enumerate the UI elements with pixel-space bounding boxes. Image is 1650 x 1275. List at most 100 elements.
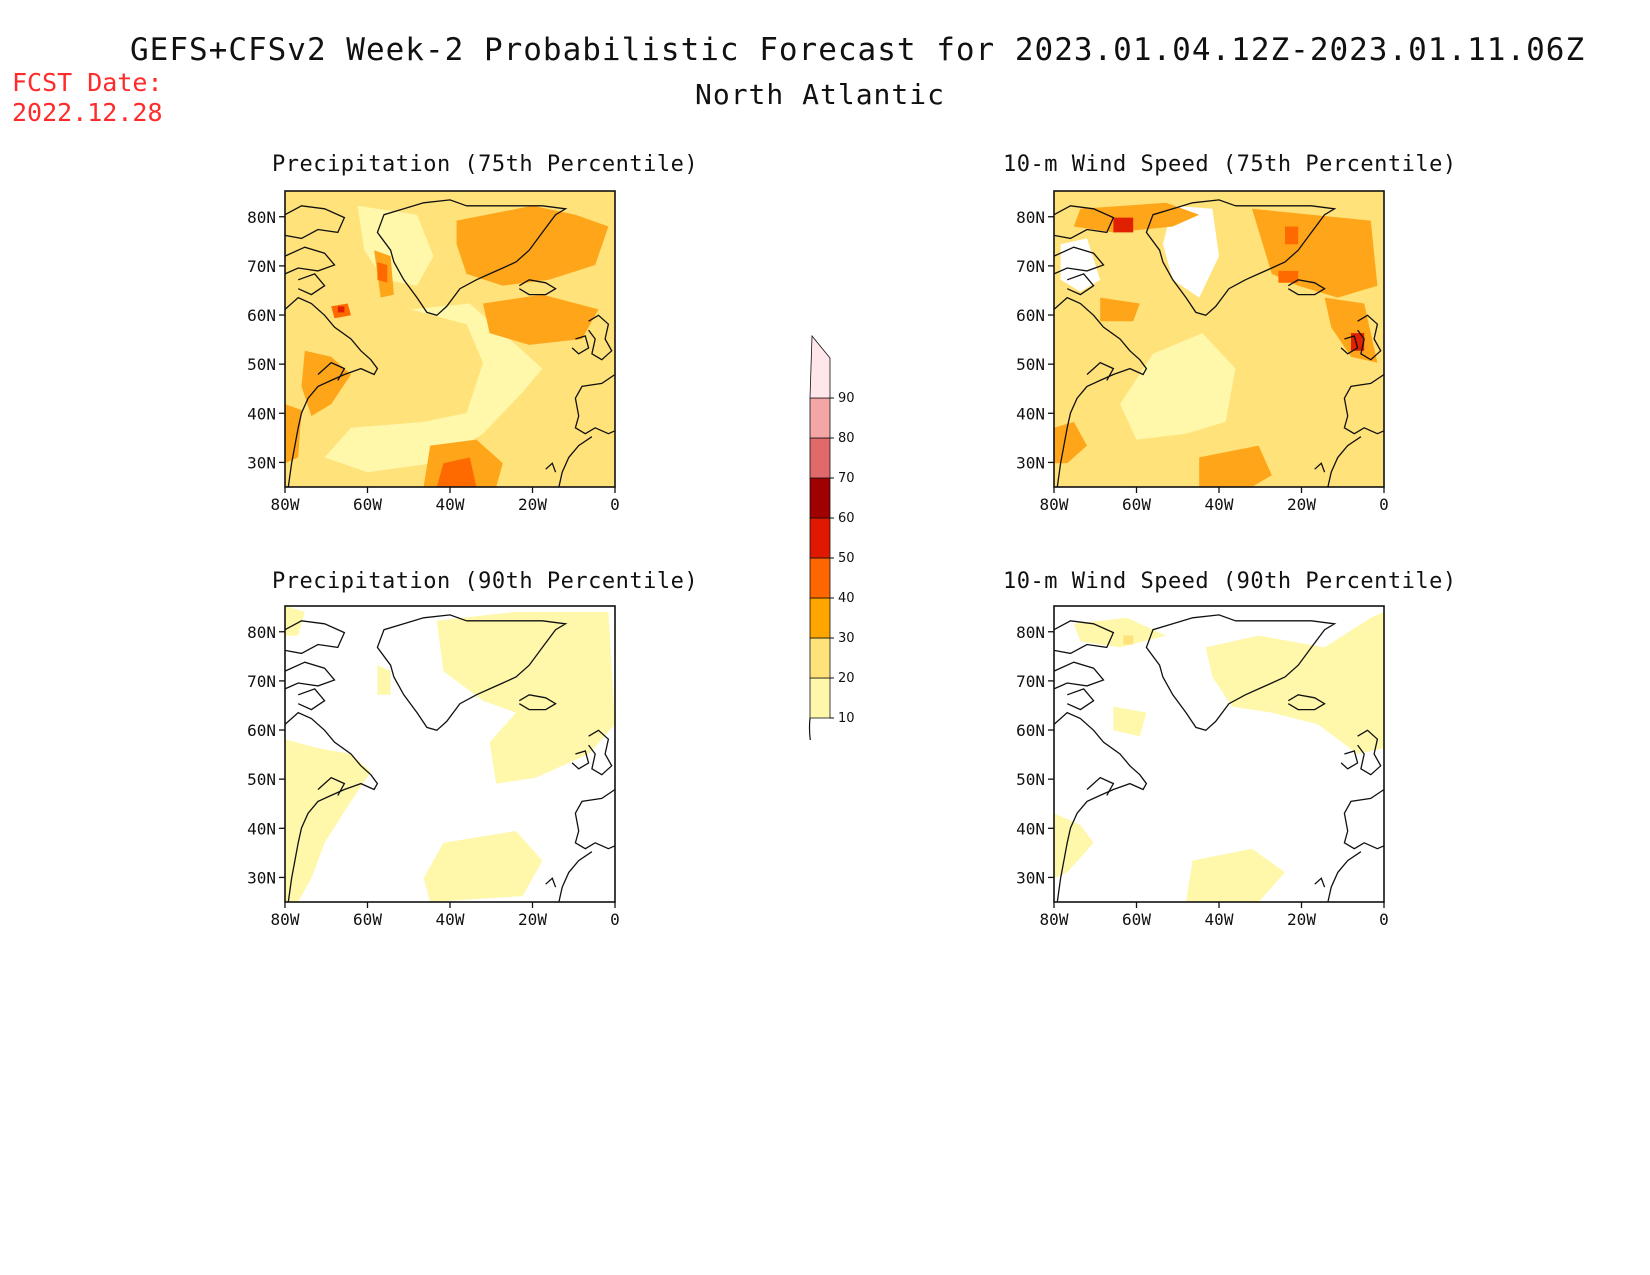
colorbar-label: 10 [838,711,855,726]
shade-50-hudson [337,306,345,313]
coastline-arctic-islands [284,205,346,240]
coastline-arctic-islands [1053,205,1115,240]
lat-tick-label: 40N [247,404,276,423]
shade-10-us-coast [285,739,371,902]
shade-30-labrador [301,350,351,416]
colorbar-label: 40 [838,591,855,606]
map-precip-75: 80N 70N 60N 50N 40N 30N 80W 60W 40W 20W 0 [247,190,620,514]
coastline-iberia [574,788,616,850]
coastline-britain [1357,729,1382,776]
lat-tick-label: 30N [247,868,276,887]
colorbar-segment [809,437,831,479]
lat-tick-label: 70N [1016,672,1045,691]
lat-tick-label: 50N [1016,770,1045,789]
colorbar-segment [809,597,831,639]
coastline-baffin-island [1053,661,1105,690]
coastline-ireland [1340,750,1359,770]
colorbar-label: 30 [838,631,855,646]
coastline-north-america [1053,711,1148,903]
colorbar-segment [809,517,831,559]
lat-tick-label: 50N [247,770,276,789]
coastline-canary-islands [1314,462,1326,473]
colorbar-label: 80 [838,431,855,446]
coastline-ireland [1340,335,1359,355]
lat-tick-label: 30N [1016,868,1045,887]
lat-tick-label: 80N [1016,623,1045,642]
lat-tick-label: 80N [247,208,276,227]
coastline-small-island [297,273,326,296]
shade-10-hudson [1113,706,1147,737]
coastline-arctic-islands [1053,620,1115,655]
colorbar-segment [809,477,831,519]
lat-tick-label: 80N [247,623,276,642]
lon-tick-label: 80W [271,495,300,514]
coastline-newfoundland [317,361,346,381]
lon-tick-label: 20W [518,910,547,929]
shade-40-iceland [1278,270,1299,283]
shade-10-central-atlantic [324,303,543,473]
lon-tick-label: 40W [1205,910,1234,929]
shade-10-subtropics [423,831,543,902]
shade-10-baffin [377,665,391,695]
coastline-iceland [518,279,557,296]
lat-tick-label: 50N [1016,355,1045,374]
lat-tick-label: 30N [247,453,276,472]
coastline-ireland [571,335,590,355]
page-subtitle: North Atlantic [694,78,945,111]
coastline-britain [588,314,613,361]
coastline-baffin-island [284,246,336,275]
shade-30-us-coast [285,404,302,464]
coastline-north-america [1053,296,1148,488]
coastline-newfoundland [1086,776,1115,796]
shade-20-arctic [1123,635,1134,645]
panel-title-precip-75: Precipitation (75th Percentile) [272,152,699,177]
page-title: GEFS+CFSv2 Week-2 Probabilistic Forecast… [130,32,1586,68]
map-precip-90: 80N 70N 60N 50N 40N 30N 80W 60W 40W 20W 0 [247,605,620,929]
lon-tick-label: 0 [610,910,620,929]
colorbar-segment [809,677,831,719]
lat-tick-label: 70N [1016,257,1045,276]
coastline-newfoundland [317,776,346,796]
lon-tick-label: 80W [271,910,300,929]
shade-30-iceland [483,294,599,345]
colorbar-top-cap [809,334,831,399]
coastline-canary-islands [545,462,557,473]
colorbar-label: 20 [838,671,855,686]
lon-tick-label: 0 [610,495,620,514]
shade-30-subtropics [1199,445,1272,487]
coastline-greenland [1145,614,1337,732]
shade-30-hudson [1100,297,1140,322]
lat-tick-label: 60N [1016,306,1045,325]
coastline-newfoundland [1086,361,1115,381]
lat-tick-label: 70N [247,257,276,276]
coastline-britain [588,729,613,776]
coastline-africa [558,851,593,903]
coastline-small-island [1066,273,1095,296]
coastline-north-america [284,296,379,488]
lon-tick-label: 40W [436,910,465,929]
coastline-greenland [1145,199,1337,317]
coastline-iceland [1287,694,1326,711]
coastline-africa [558,436,593,488]
forecast-date-label: FCST Date: [12,68,163,97]
panel-title-precip-90: Precipitation (90th Percentile) [272,569,699,594]
shade-10-north-atlantic [1205,611,1384,754]
lon-tick-label: 80W [1040,495,1069,514]
lon-tick-label: 60W [353,910,382,929]
lon-tick-label: 0 [1379,910,1389,929]
shade-10-arctic [285,606,305,636]
lon-tick-label: 20W [1287,495,1316,514]
colorbar-segment [809,397,831,439]
shade-10-subtropics [1186,848,1285,902]
coastline-iceland [518,694,557,711]
colorbar-label: 70 [838,471,855,486]
panel-title-wind-75: 10-m Wind Speed (75th Percentile) [1003,152,1457,177]
shade-40-subtropics [436,457,477,487]
shade-40-baffin [377,262,388,283]
coastline-greenland [376,199,568,317]
map-wind-75: 80N 70N 60N 50N 40N 30N 80W 60W 40W 20W 0 [1016,190,1389,514]
coastline-iceland [1287,279,1326,296]
coastline-iberia [1343,788,1385,850]
coastline-africa [1327,436,1362,488]
colorbar-label: 50 [838,551,855,566]
